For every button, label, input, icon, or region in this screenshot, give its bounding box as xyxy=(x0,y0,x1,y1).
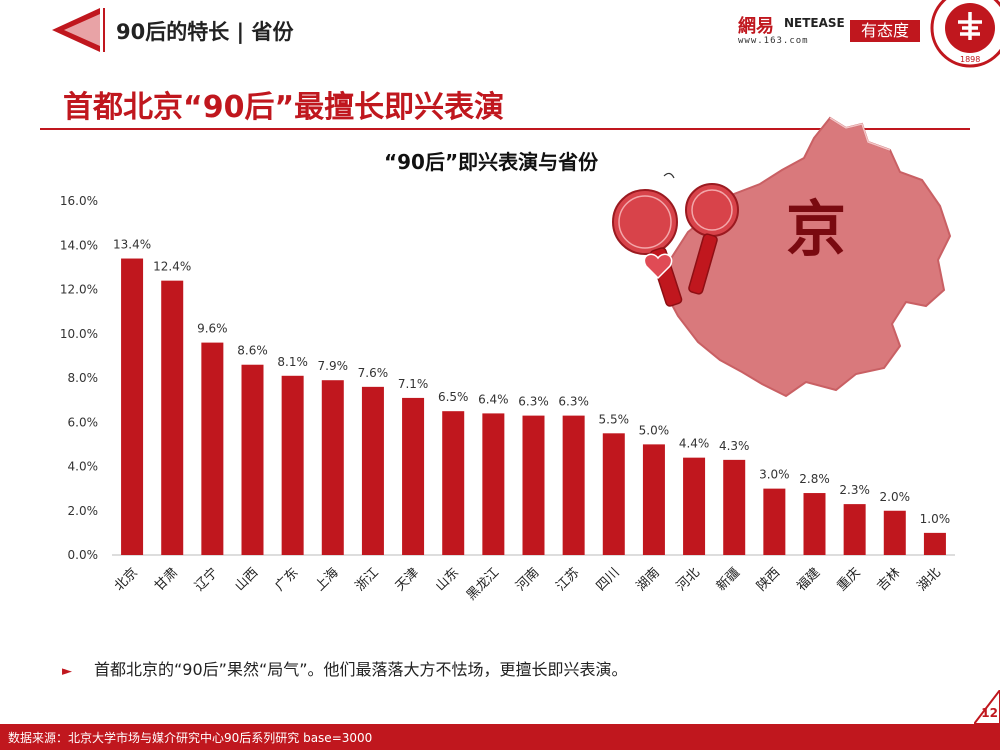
value-label: 2.8% xyxy=(799,472,830,486)
conclusion-note: ► 首都北京的“90后”果然“局气”。他们最落落大方不怯场，更擅长即兴表演。 xyxy=(62,656,628,680)
value-label: 6.3% xyxy=(558,395,589,409)
value-label: 9.6% xyxy=(197,322,228,336)
y-tick-label: 16.0% xyxy=(60,194,98,208)
value-label: 8.1% xyxy=(277,355,308,369)
x-tick-label: 天津 xyxy=(393,565,422,594)
value-label: 7.9% xyxy=(318,359,349,373)
y-tick-label: 4.0% xyxy=(68,460,99,474)
value-label: 8.6% xyxy=(237,344,268,358)
value-label: 1.0% xyxy=(920,512,951,526)
value-label: 12.4% xyxy=(153,260,191,274)
x-tick-label: 福建 xyxy=(794,565,823,594)
value-label: 6.5% xyxy=(438,390,469,404)
value-label: 3.0% xyxy=(759,468,790,482)
value-label: 6.3% xyxy=(518,395,549,409)
beijing-character: 京 xyxy=(786,195,846,265)
microphone-left-icon xyxy=(612,189,683,307)
value-label: 2.3% xyxy=(839,483,870,497)
x-tick-label: 四川 xyxy=(594,565,623,594)
section-title: 90后的特长 | 省份 xyxy=(116,20,294,44)
x-tick-label: 上海 xyxy=(313,565,342,594)
y-tick-label: 2.0% xyxy=(68,504,99,518)
bar-四川 xyxy=(602,433,625,555)
value-label: 2.0% xyxy=(880,490,911,504)
x-tick-label: 吉林 xyxy=(875,565,904,594)
peking-university-seal: 1898 xyxy=(930,0,1000,68)
y-tick-label: 14.0% xyxy=(60,238,98,252)
x-tick-label: 湖北 xyxy=(915,565,944,594)
value-label: 7.1% xyxy=(398,377,429,391)
beijing-map-illustration: 京 xyxy=(612,116,952,398)
bar-河北 xyxy=(683,457,706,555)
y-tick-label: 10.0% xyxy=(60,327,98,341)
header-arrow-shadow xyxy=(64,14,100,46)
x-tick-label: 广东 xyxy=(272,565,301,594)
x-tick-label: 河南 xyxy=(513,565,543,595)
netease-logo: 網易 NETEASE www.163.com xyxy=(738,16,845,46)
chart-title: “90后”即兴表演与省份 xyxy=(384,150,599,174)
x-tick-label: 陕西 xyxy=(754,565,783,594)
page-number: 12 xyxy=(981,706,998,720)
youtaidu-logo: 有态度 xyxy=(850,20,920,42)
x-axis: 北京 甘肃 辽宁 山西 广东 上海 浙江 天津 山东 黑龙江 河南 江苏 四川 湖南 河北 新疆 陕西 福建 重庆吉… xyxy=(112,565,944,604)
y-tick-label: 0.0% xyxy=(68,548,99,562)
y-tick-label: 8.0% xyxy=(68,371,99,385)
bar-chart: 0.0% 2.0% 4.0% 6.0% 8.0% 10.0% 12.0% 14.0% 16.0%… xyxy=(60,194,955,604)
page-title: 首都北京“90后”最擅长即兴表演 xyxy=(63,90,505,125)
bar-天津 xyxy=(402,397,425,555)
bar-重庆 xyxy=(843,504,866,555)
bar-湖南 xyxy=(642,444,665,555)
y-tick-label: 12.0% xyxy=(60,283,98,297)
x-tick-label: 河北 xyxy=(674,565,703,594)
bar-吉林 xyxy=(883,510,906,555)
bar-福建 xyxy=(803,493,826,555)
bar-北京 xyxy=(121,258,144,555)
microphone-right-icon xyxy=(685,183,739,295)
bars xyxy=(121,258,946,555)
bar-山东 xyxy=(442,411,465,555)
bar-甘肃 xyxy=(161,280,184,555)
bar-广东 xyxy=(281,375,304,555)
x-tick-label: 甘肃 xyxy=(152,565,181,594)
x-tick-label: 北京 xyxy=(112,565,141,594)
bar-河南 xyxy=(522,415,545,555)
value-label: 7.6% xyxy=(358,366,389,380)
x-tick-label: 湖南 xyxy=(633,565,663,595)
x-tick-label: 黑龙江 xyxy=(464,565,502,603)
bar-浙江 xyxy=(361,386,384,555)
header-bar xyxy=(52,8,105,52)
value-label: 13.4% xyxy=(113,238,151,252)
bar-黑龙江 xyxy=(482,413,505,555)
svg-text:1898: 1898 xyxy=(960,55,980,64)
bar-陕西 xyxy=(763,488,786,555)
value-label: 5.5% xyxy=(599,412,630,426)
x-tick-label: 江苏 xyxy=(553,565,583,595)
y-tick-label: 6.0% xyxy=(68,415,99,429)
bar-新疆 xyxy=(723,459,746,555)
footer-bar: 数据来源：北京大学市场与媒介研究中心90后系列研究 base=3000 xyxy=(0,724,1000,750)
conclusion-text: 首都北京的“90后”果然“局气”。他们最落落大方不怯场，更擅长即兴表演。 xyxy=(94,660,628,679)
value-label: 4.4% xyxy=(679,437,710,451)
bar-湖北 xyxy=(923,532,946,555)
value-label: 5.0% xyxy=(639,423,670,437)
x-tick-label: 山西 xyxy=(232,565,261,594)
bar-江苏 xyxy=(562,415,585,555)
x-tick-label: 新疆 xyxy=(713,565,743,595)
x-tick-label: 山东 xyxy=(433,565,462,594)
value-label: 6.4% xyxy=(478,392,509,406)
value-labels: 13.4%12.4% 9.6% 8.6% 8.1% 7.9% 7.6% 7.1% 6.5% 6.… xyxy=(113,238,950,526)
triangle-bullet-icon: ► xyxy=(62,664,72,679)
bar-山西 xyxy=(241,364,264,555)
x-tick-label: 浙江 xyxy=(353,565,382,594)
value-label: 4.3% xyxy=(719,439,750,453)
title-divider xyxy=(40,128,970,130)
x-tick-label: 辽宁 xyxy=(191,565,221,595)
bar-辽宁 xyxy=(201,342,224,555)
bar-上海 xyxy=(321,380,344,555)
data-source-text: 数据来源：北京大学市场与媒介研究中心90后系列研究 base=3000 xyxy=(8,731,373,745)
x-tick-label: 重庆 xyxy=(834,565,864,595)
page-number-tab: 12 xyxy=(971,688,1000,725)
